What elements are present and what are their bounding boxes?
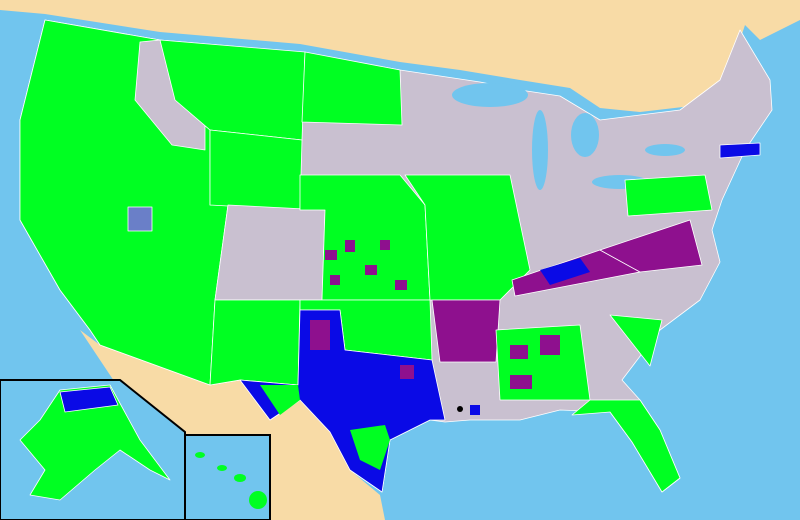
texas (239, 309, 446, 493)
kansas-counties (325, 240, 407, 290)
alaska-north (59, 386, 119, 413)
county-group (310, 320, 330, 350)
louisiana-dot (457, 406, 463, 412)
texas-green-counties (260, 385, 390, 470)
florida (571, 399, 681, 493)
nevada-county (127, 206, 153, 232)
county-group (400, 365, 414, 379)
alaska (19, 384, 171, 501)
county-group (260, 385, 300, 415)
county-group (510, 375, 532, 389)
massachusetts (719, 142, 761, 159)
kentucky-blue-counties (540, 258, 590, 285)
county-group (510, 345, 528, 359)
lake-huron (571, 113, 599, 157)
louisiana-county (470, 405, 480, 415)
island (249, 491, 267, 509)
county (325, 250, 337, 260)
south-purple-counties (510, 335, 560, 389)
wyoming (209, 129, 303, 211)
county (365, 265, 377, 275)
county-group (540, 335, 560, 355)
canada (0, 0, 800, 112)
colorado (214, 204, 326, 301)
north-dakota (301, 51, 403, 126)
virginia (599, 219, 703, 273)
island (234, 474, 246, 482)
mexico (80, 330, 385, 520)
lake-ontario (645, 144, 685, 156)
new-mexico (209, 299, 301, 386)
island (217, 465, 227, 471)
texas-purple-counties (310, 320, 414, 379)
county (330, 275, 340, 285)
county (380, 240, 390, 250)
county (395, 280, 407, 290)
county-group (350, 425, 390, 470)
arkansas (431, 299, 501, 363)
island (195, 452, 205, 458)
hawaii (195, 452, 267, 509)
south-carolina (609, 314, 663, 367)
lake-superior (452, 83, 528, 107)
pennsylvania (624, 174, 713, 217)
county (345, 240, 355, 252)
lake-michigan (532, 110, 548, 190)
